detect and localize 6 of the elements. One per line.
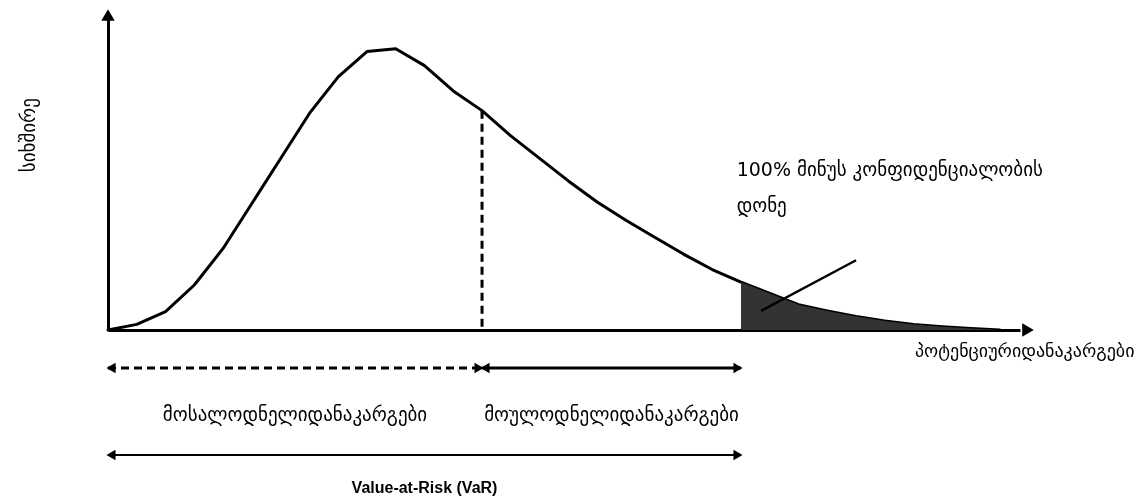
text: Value-at-Risk (VaR) <box>351 479 498 496</box>
x-axis-title: პოტენციურიდანაკარგები <box>914 339 1135 361</box>
y-axis-title: სიხშირე <box>16 98 40 173</box>
text: მოსალოდნელიდანაკარგები <box>162 403 428 426</box>
text: მოულოდნელიდანაკარგები <box>484 403 739 426</box>
annotation: 100% მინუს კონფიდენციალობის დონე <box>736 158 1043 218</box>
